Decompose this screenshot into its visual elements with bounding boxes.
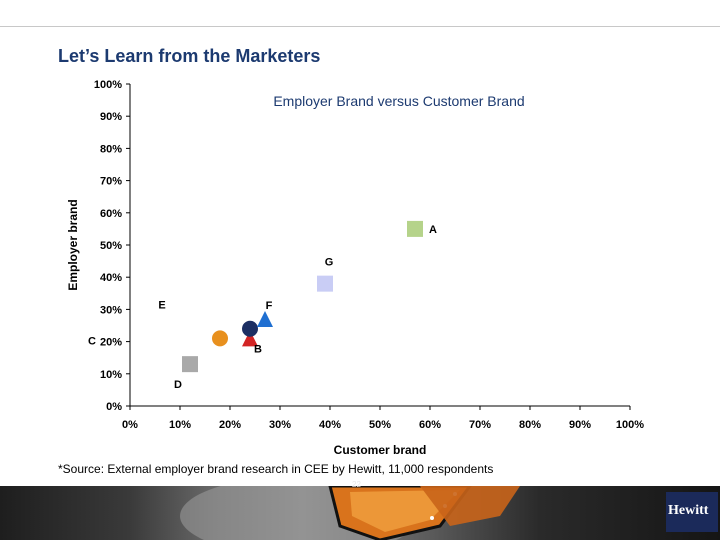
- slide-title: Let’s Learn from the Marketers: [58, 46, 321, 66]
- chart-title: Employer Brand versus Customer Brand: [273, 93, 524, 109]
- x-tick-label: 70%: [469, 419, 491, 431]
- point-a-label: A: [429, 224, 437, 236]
- x-axis-label: Customer brand: [334, 443, 427, 457]
- top-divider: [0, 26, 720, 27]
- point-b-marker: [242, 330, 258, 347]
- y-tick-label: 60%: [100, 208, 122, 220]
- x-tick-label: 30%: [269, 419, 291, 431]
- y-tick-label: 90%: [100, 111, 122, 123]
- y-tick-label: 10%: [100, 369, 122, 381]
- y-axis-label: Employer brand: [66, 199, 80, 290]
- x-tick-label: 90%: [569, 419, 591, 431]
- x-tick-label: 80%: [519, 419, 541, 431]
- logo-background: [666, 492, 718, 532]
- butterfly-image: [180, 486, 520, 540]
- y-tick-label: 20%: [100, 337, 122, 349]
- point-d-label: D: [174, 379, 182, 391]
- x-tick-label: 0%: [122, 419, 138, 431]
- point-b-label: B: [254, 343, 262, 355]
- y-tick-label: 0%: [106, 401, 122, 413]
- footer-photo-banner: [0, 486, 720, 540]
- point-a-marker: [407, 220, 423, 237]
- point-e-label: E: [158, 300, 165, 312]
- point-g-marker: [317, 275, 333, 292]
- y-tick-label: 80%: [100, 143, 122, 155]
- point-d-marker: [182, 356, 198, 373]
- x-tick-label: 50%: [369, 419, 391, 431]
- y-tick-label: 30%: [100, 304, 122, 316]
- y-tick-label: 100%: [94, 79, 122, 91]
- scatter-chart: Employer Brand versus Customer Brand 0% 1…: [66, 79, 644, 457]
- page-number: 22: [352, 480, 361, 489]
- point-f-label: F: [266, 300, 273, 312]
- x-tick-label: 40%: [319, 419, 341, 431]
- x-tick-label: 100%: [616, 419, 644, 431]
- x-tick-label: 60%: [419, 419, 441, 431]
- y-tick-label: 70%: [100, 176, 122, 188]
- y-tick-label: 40%: [100, 272, 122, 284]
- source-note: *Source: External employer brand researc…: [58, 462, 494, 476]
- hewitt-logo: Hewitt: [668, 503, 709, 518]
- x-tick-label: 20%: [219, 419, 241, 431]
- point-f-marker: [257, 311, 273, 328]
- point-g-label: G: [325, 257, 334, 269]
- point-c-marker: [212, 330, 228, 347]
- x-tick-label: 10%: [169, 419, 191, 431]
- y-tick-label: 50%: [100, 240, 122, 252]
- point-e-marker: [242, 320, 258, 337]
- point-c-label: C: [88, 335, 96, 347]
